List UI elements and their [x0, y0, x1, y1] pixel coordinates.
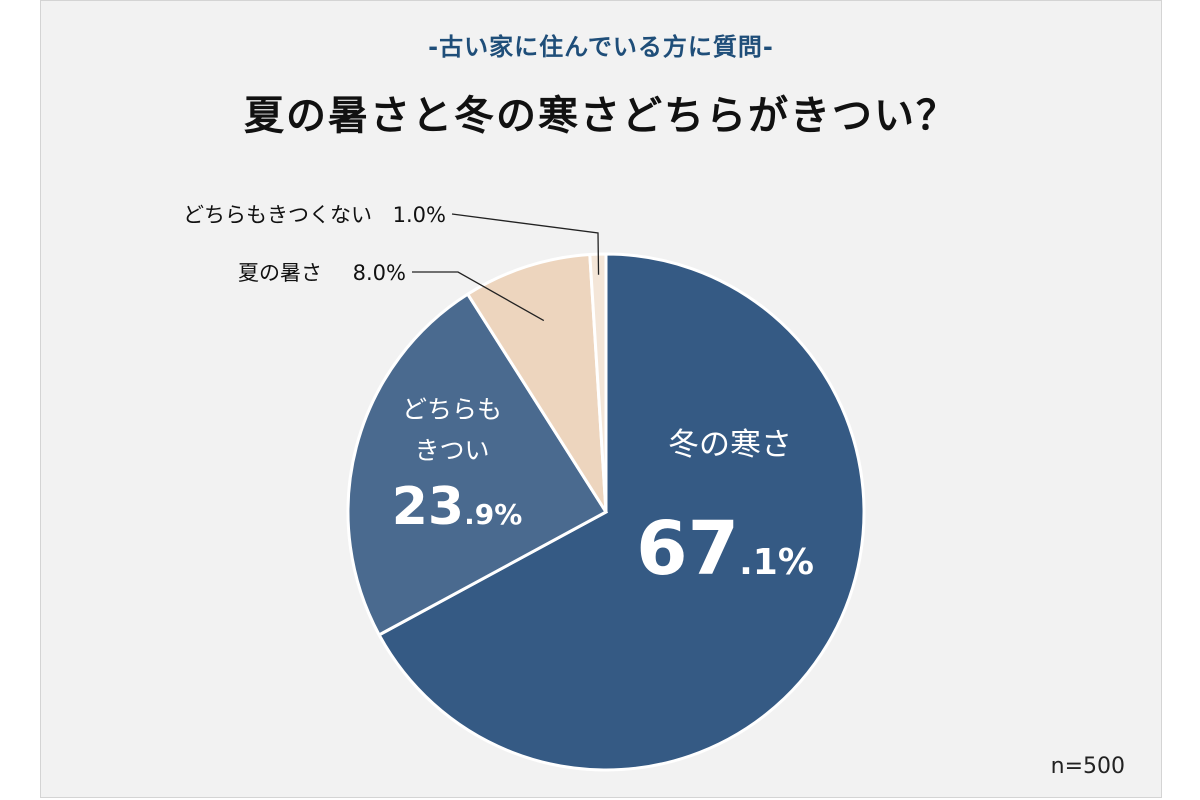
chart-title: 夏の暑さと冬の寒さどちらがきつい？: [244, 93, 958, 139]
summer-leader-line: [412, 271, 545, 322]
both-label-line-1: どちらも: [402, 395, 502, 424]
summer-label: 夏の暑さ: [238, 261, 322, 285]
pie-slices: [346, 252, 866, 772]
summer-value: 8.0%: [353, 261, 406, 285]
pie-slice-0: [377, 252, 866, 772]
pie-slice-2: [465, 252, 608, 513]
neither-value: 1.0%: [393, 203, 446, 227]
both-value: 23.9%: [392, 477, 523, 537]
leader-lines: [412, 213, 600, 322]
winter-value: 67.1%: [636, 506, 814, 592]
winter-label: 冬の寒さ: [668, 427, 792, 463]
neither-label: どちらもきつくない: [183, 203, 372, 227]
neither-leader-line: [451, 213, 600, 275]
pie-slice-1: [346, 292, 609, 637]
both-label-line-2: きつい: [414, 436, 489, 465]
sample-size-label: n=500: [1050, 754, 1125, 779]
chart-subtitle: -古い家に住んでいる方に質問-: [428, 33, 774, 61]
